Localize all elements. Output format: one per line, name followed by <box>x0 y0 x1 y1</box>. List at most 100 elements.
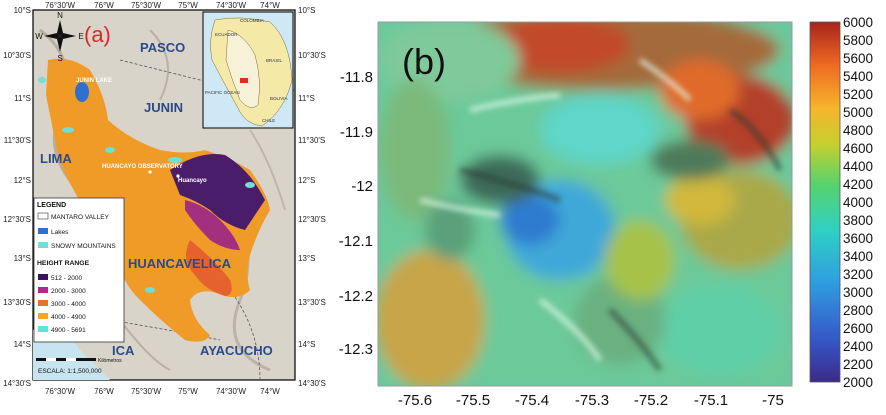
mantaro-basin-red <box>186 240 232 296</box>
lat-right-7: 13°30'S <box>298 298 326 307</box>
cbar-tick-19: 2200 <box>843 357 873 372</box>
x-tick-0: -75.6 <box>398 392 432 409</box>
lon-top-2: 75°30'W <box>131 1 162 10</box>
x-tick-6: -75 <box>762 392 784 409</box>
legend-height-4: 4900 - 5691 <box>51 327 86 334</box>
scale-unit: Kilómetros <box>98 358 122 364</box>
lat-left-0: 10°S <box>14 6 31 15</box>
inset-chile: CHILE <box>262 118 275 123</box>
y-tick-5: -12.3 <box>339 341 373 358</box>
panel-b-label: (b) <box>402 41 446 82</box>
lat-right-1: 10°30'S <box>298 51 326 60</box>
panel-b-x-axis: -75.6 -75.5 -75.4 -75.3 -75.2 -75.1 -75 <box>398 392 784 409</box>
lat-right-9: 14°30'S <box>298 379 326 388</box>
place-junin-lake: JUNIN LAKE <box>76 78 112 84</box>
region-junin: JUNIN <box>144 100 183 115</box>
compass-icon: N S W E <box>35 11 83 63</box>
lat-right-5: 12°30'S <box>298 215 326 224</box>
mantaro-basin-magenta <box>185 200 240 250</box>
legend-item-lakes: Lakes <box>51 229 69 236</box>
region-ica: ICA <box>112 343 135 358</box>
panel-b-frame <box>377 21 793 387</box>
y-tick-4: -12.2 <box>339 288 373 305</box>
legend-swatch-h1 <box>38 287 48 293</box>
legend-swatch-snow <box>38 242 48 248</box>
lon-bottom-5: 74°W <box>260 387 280 396</box>
x-tick-4: -75.2 <box>634 392 668 409</box>
x-tick-1: -75.5 <box>456 392 490 409</box>
legend-item-valley: MANTARO VALLEY <box>51 214 110 221</box>
x-tick-3: -75.3 <box>575 392 609 409</box>
valley-shadows <box>459 107 783 372</box>
lon-top-1: 76°W <box>94 1 114 10</box>
snowy-mountains <box>38 77 255 293</box>
legend-height-0: 512 - 2000 <box>51 275 82 282</box>
lat-left-4: 12°S <box>14 176 31 185</box>
panel-a-lon-bottom: 76°30'W 76°W 75°30'W 75°W 74°30'W 74°W <box>45 387 280 396</box>
scale-bar: Kilómetros ESCALA: 1:1,500,000 <box>36 358 122 375</box>
lat-left-2: 11°S <box>14 94 31 103</box>
scale-label: ESCALA: 1:1,500,000 <box>38 368 102 375</box>
cbar-tick-11: 3800 <box>843 213 873 228</box>
cbar-tick-4: 5200 <box>843 87 873 102</box>
lat-right-8: 14°S <box>298 340 315 349</box>
legend-height-1: 2000 - 3000 <box>51 288 86 295</box>
legend-swatch-h4 <box>38 326 48 332</box>
lon-top-4: 74°30'W <box>216 1 247 10</box>
lon-top-3: 75°W <box>178 1 198 10</box>
lat-left-1: 10°30'S <box>3 51 31 60</box>
lat-right-4: 12°S <box>298 176 315 185</box>
panel-a-lon-top: 76°30'W 76°W 75°30'W 75°W 74°30'W 74°W <box>45 1 280 10</box>
legend-swatch-h0 <box>38 274 48 280</box>
lon-top-0: 76°30'W <box>45 1 76 10</box>
x-tick-2: -75.4 <box>515 392 549 409</box>
ridge-highlights <box>419 57 692 362</box>
lat-right-6: 13°S <box>298 254 315 263</box>
legend-height-title: HEIGHT RANGE <box>37 260 90 267</box>
compass-n: N <box>57 11 63 20</box>
lon-bottom-0: 76°30'W <box>45 387 76 396</box>
lat-left-5: 12°30'S <box>3 215 31 224</box>
y-tick-2: -12 <box>351 178 373 195</box>
lat-left-8: 14°S <box>14 340 31 349</box>
region-lima: LIMA <box>40 151 72 166</box>
observatory-marker <box>148 170 152 174</box>
lon-bottom-2: 75°30'W <box>131 387 162 396</box>
cbar-tick-20: 2000 <box>843 375 873 390</box>
region-pasco: PASCO <box>140 40 185 55</box>
legend-title: LEGEND <box>37 202 66 209</box>
lat-left-9: 14°30'S <box>3 379 31 388</box>
lat-right-0: 10°S <box>298 6 315 15</box>
region-ayacucho: AYACUCHO <box>200 343 273 358</box>
lat-left-6: 13°S <box>14 254 31 263</box>
cbar-tick-13: 3400 <box>843 249 873 264</box>
lat-right-3: 11°30'S <box>298 136 325 145</box>
lon-top-5: 74°W <box>260 1 280 10</box>
legend: LEGEND MANTARO VALLEY Lakes SNOWY MOUNTA… <box>33 197 125 343</box>
cbar-tick-14: 3200 <box>843 267 873 282</box>
legend-swatch-valley <box>37 212 49 220</box>
compass-s: S <box>57 54 62 63</box>
junin-lake <box>75 82 89 102</box>
cbar-tick-2: 5600 <box>843 51 873 66</box>
compass-w: W <box>35 32 43 41</box>
panel-a-lat-left: 10°S 10°30'S 11°S 11°30'S 12°S 12°30'S 1… <box>3 6 31 388</box>
huancayo-marker <box>176 174 180 178</box>
region-labels: PASCO JUNIN LIMA HUANCAVELICA ICA AYACUC… <box>40 40 273 358</box>
cbar-tick-6: 4800 <box>843 123 873 138</box>
panel-b-elevation-map: (b) -11.8 -11.9 -12 -12.1 -12.2 -12.3 -7… <box>339 21 793 409</box>
cbar-tick-15: 3000 <box>843 285 873 300</box>
cbar-tick-3: 5400 <box>843 69 873 84</box>
cbar-tick-0: 6000 <box>843 15 873 30</box>
lon-bottom-4: 74°30'W <box>216 387 247 396</box>
cbar-tick-7: 4600 <box>843 141 873 156</box>
cbar-tick-9: 4200 <box>843 177 873 192</box>
legend-swatch-h2 <box>38 300 48 306</box>
panel-b-y-axis: -11.8 -11.9 -12 -12.1 -12.2 -12.3 <box>339 69 373 358</box>
place-huancayo: Huancayo <box>178 178 207 184</box>
x-tick-5: -75.1 <box>694 392 728 409</box>
y-tick-0: -11.8 <box>340 69 373 86</box>
cbar-tick-17: 2600 <box>843 321 873 336</box>
cbar-tick-1: 5800 <box>843 33 873 48</box>
